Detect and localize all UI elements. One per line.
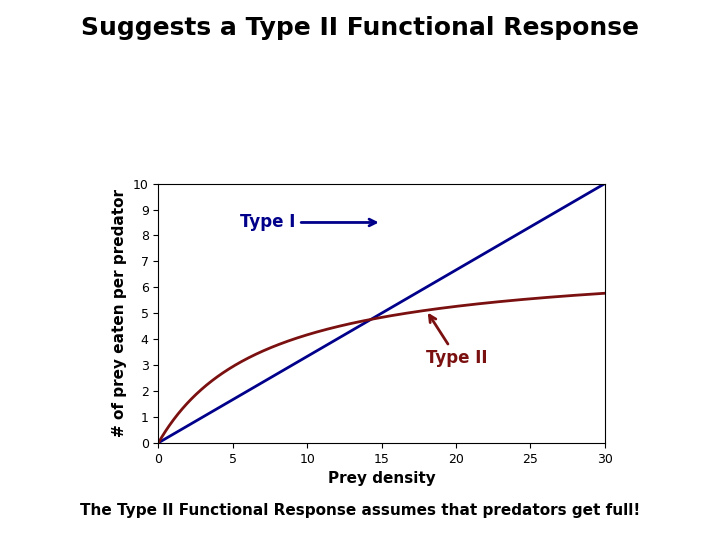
- X-axis label: Prey density: Prey density: [328, 471, 436, 486]
- Text: Type I: Type I: [240, 213, 376, 232]
- Text: Suggests a Type II Functional Response: Suggests a Type II Functional Response: [81, 16, 639, 40]
- Y-axis label: # of prey eaten per predator: # of prey eaten per predator: [112, 189, 127, 437]
- Text: The Type II Functional Response assumes that predators get full!: The Type II Functional Response assumes …: [80, 503, 640, 518]
- Text: Type II: Type II: [426, 315, 487, 367]
